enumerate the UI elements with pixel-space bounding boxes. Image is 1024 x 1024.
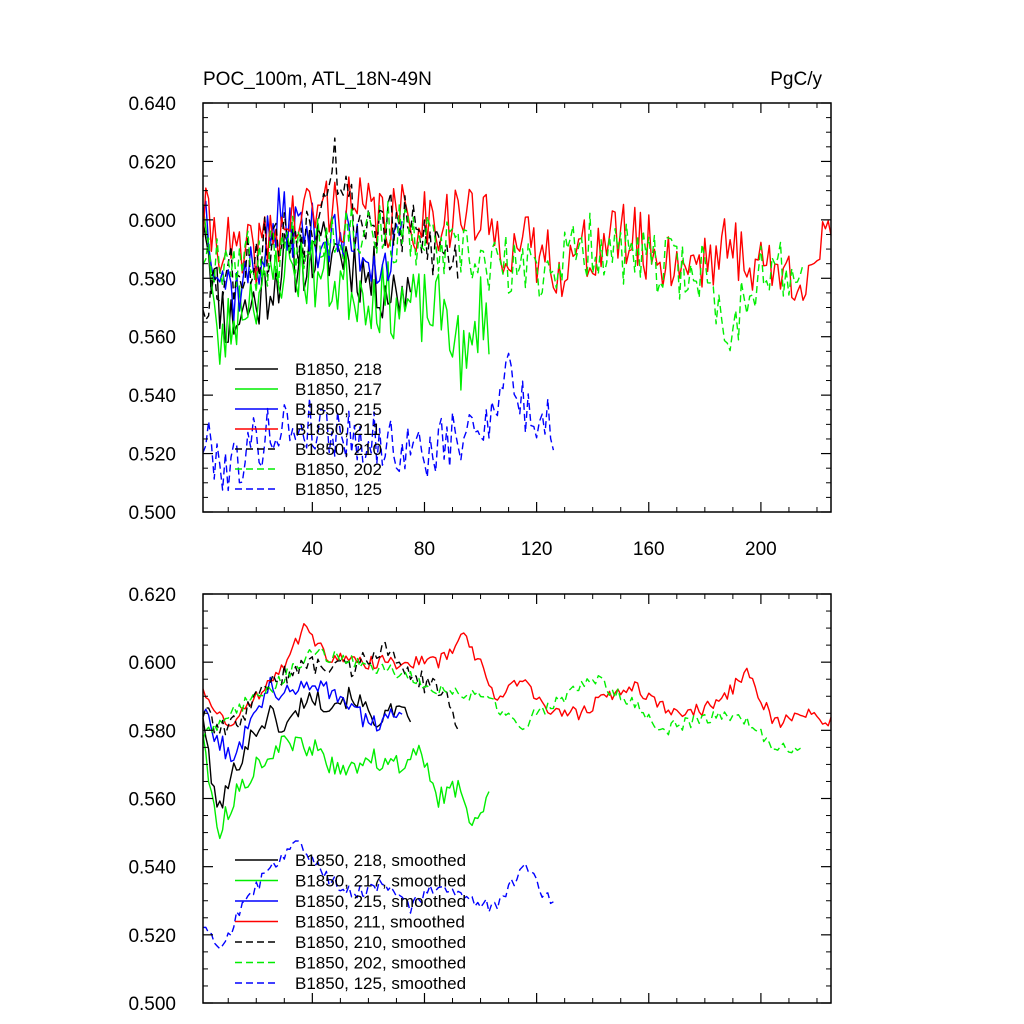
legend-label-6: B1850, 202 [295, 460, 382, 479]
legend-label-5: B1850, 210, smoothed [295, 933, 466, 952]
series-line-3 [202, 187, 403, 321]
y-tick-label: 0.560 [128, 790, 176, 811]
y-tick-label: 0.520 [128, 445, 176, 466]
legend-label-6: B1850, 202, smoothed [295, 954, 466, 973]
series-line-4 [202, 176, 832, 301]
bottom-axes: 0.500 0.520 0.540 0.560 0.580 0.600 0.620 [128, 585, 832, 1015]
series-line-2 [202, 734, 490, 840]
x-tick-label: 40 [302, 539, 323, 560]
y-tick-label: 0.640 [128, 94, 176, 115]
series-line-3 [202, 676, 403, 763]
legend-label-5: B1850, 210 [295, 440, 382, 459]
x-tick-label: 200 [745, 539, 777, 560]
legend-label-3: B1850, 215 [295, 400, 382, 419]
y-tick-label: 0.540 [128, 858, 176, 879]
top-panel: POC_100m, ATL_18N-49N PgC/y 0.5000.5200.… [128, 69, 832, 560]
legend-label-2: B1850, 217 [295, 380, 382, 399]
bottom-series-group [202, 623, 832, 950]
chart-units: PgC/y [770, 69, 822, 90]
legend-label-4: B1850, 211 [295, 420, 381, 439]
x-tick-label: 120 [521, 539, 553, 560]
y-tick-label: 0.580 [128, 269, 176, 290]
y-tick-label: 0.520 [128, 926, 176, 947]
x-tick-label: 80 [414, 539, 435, 560]
y-tick-label: 0.600 [128, 211, 176, 232]
series-line-6 [202, 200, 804, 352]
series-line-7 [202, 352, 555, 492]
y-tick-label: 0.600 [128, 653, 176, 674]
y-tick-label: 0.560 [128, 328, 176, 349]
series-line-1 [202, 686, 412, 809]
legend-label-3: B1850, 215, smoothed [295, 892, 466, 911]
y-tick-label: 0.540 [128, 386, 176, 407]
bottom-legend: B1850, 218, smoothed B1850, 217, smoothed… [235, 851, 466, 993]
legend-label-4: B1850, 211, smoothed [295, 913, 465, 932]
y-tick-label: 0.620 [128, 152, 176, 173]
series-line-5 [202, 641, 459, 736]
legend-label-7: B1850, 125, smoothed [295, 974, 466, 993]
top-series-group [202, 137, 832, 492]
y-tick-label: 0.620 [128, 585, 176, 606]
legend-label-2: B1850, 217, smoothed [295, 872, 466, 891]
legend-label-1: B1850, 218, smoothed [295, 851, 466, 870]
top-axes: 0.500 0.520 0.540 0.560 0.580 0.600 0.620 0.640… [128, 94, 832, 560]
series-line-5 [202, 137, 459, 321]
legend-label-1: B1850, 218 [295, 360, 382, 379]
series-line-6 [202, 646, 804, 754]
chart-title: POC_100m, ATL_18N-49N [203, 69, 432, 90]
x-tick-label: 160 [633, 539, 665, 560]
bottom-panel: 0.500 0.520 0.540 0.560 0.580 0.600 0.620 B185… [128, 585, 832, 1015]
y-tick-label: 0.500 [128, 994, 176, 1015]
series-line-4 [202, 623, 832, 728]
y-tick-label: 0.500 [128, 503, 176, 524]
series-line-7 [202, 840, 554, 950]
y-tick-label: 0.580 [128, 721, 176, 742]
legend-label-7: B1850, 125 [295, 480, 382, 499]
